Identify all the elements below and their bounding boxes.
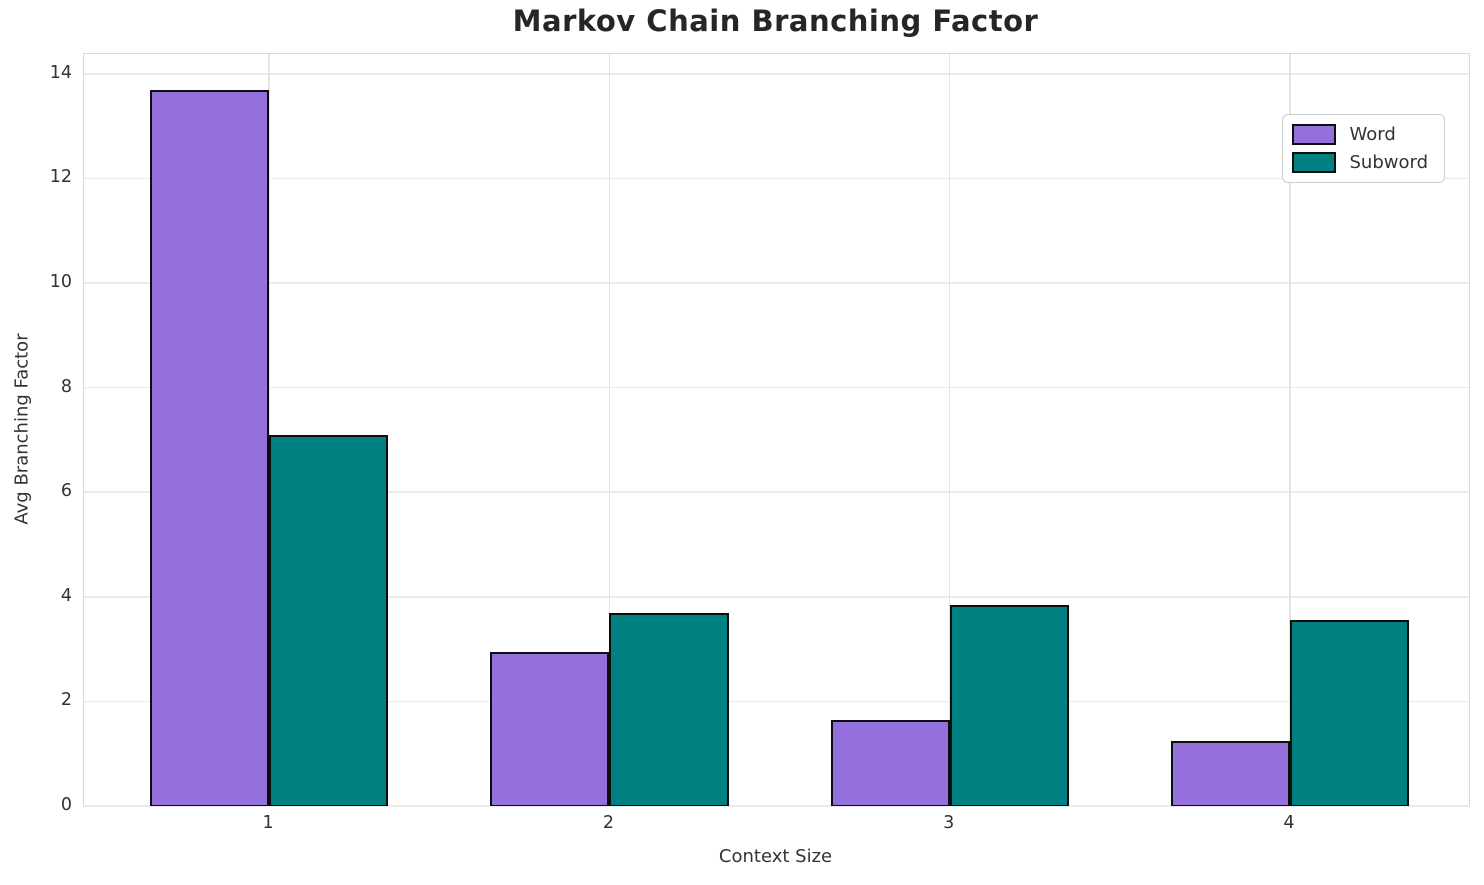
x-tick-label-4: 4 bbox=[1283, 813, 1295, 833]
y-tick-label-2: 2 bbox=[60, 690, 72, 711]
gridline-x-2 bbox=[608, 54, 611, 806]
y-tick-label-6: 6 bbox=[60, 481, 72, 502]
y-tick-label-0: 0 bbox=[60, 795, 72, 815]
bar-subword-3 bbox=[949, 604, 1069, 806]
y-tick-label-10: 10 bbox=[49, 272, 72, 293]
bar-subword-1 bbox=[269, 434, 389, 806]
legend-item-subword: Subword bbox=[1292, 152, 1428, 173]
y-tick-label-8: 8 bbox=[60, 376, 72, 397]
legend-label-subword: Subword bbox=[1349, 151, 1428, 173]
bar-subword-4 bbox=[1290, 620, 1410, 806]
legend-swatch-subword-icon bbox=[1292, 152, 1337, 173]
gridline-x-3 bbox=[948, 54, 951, 806]
x-tick-label-3: 3 bbox=[943, 813, 955, 833]
y-tick-label-4: 4 bbox=[60, 585, 72, 606]
gridline-y-6 bbox=[84, 491, 1469, 493]
gridline-y-2 bbox=[84, 700, 1469, 703]
chart-title: Markov Chain Branching Factor bbox=[512, 4, 1039, 38]
plot-area: Word Subword bbox=[83, 53, 1470, 807]
gridline-x-4 bbox=[1289, 54, 1291, 806]
x-axis-label: Context Size bbox=[718, 846, 833, 867]
gridline-y-0 bbox=[84, 805, 1469, 807]
bar-word-2 bbox=[490, 651, 610, 806]
x-tick-label-2: 2 bbox=[602, 813, 614, 833]
gridline-y-4 bbox=[84, 596, 1469, 598]
legend-swatch-word-icon bbox=[1292, 124, 1337, 145]
bar-subword-2 bbox=[609, 612, 729, 806]
bar-word-4 bbox=[1170, 740, 1290, 806]
y-tick-label-12: 12 bbox=[49, 167, 72, 188]
gridline-y-8 bbox=[84, 386, 1469, 389]
gridline-y-10 bbox=[84, 282, 1469, 284]
gridline-y-14 bbox=[84, 73, 1469, 75]
legend-item-word: Word bbox=[1292, 124, 1428, 145]
gridline-x-1 bbox=[268, 54, 270, 806]
bar-word-3 bbox=[830, 719, 950, 806]
bar-word-1 bbox=[150, 89, 270, 806]
y-tick-label-14: 14 bbox=[49, 62, 72, 83]
legend: Word Subword bbox=[1282, 114, 1445, 183]
legend-label-word: Word bbox=[1349, 123, 1396, 145]
gridline-y-12 bbox=[84, 177, 1469, 180]
x-tick-label-1: 1 bbox=[262, 813, 274, 833]
